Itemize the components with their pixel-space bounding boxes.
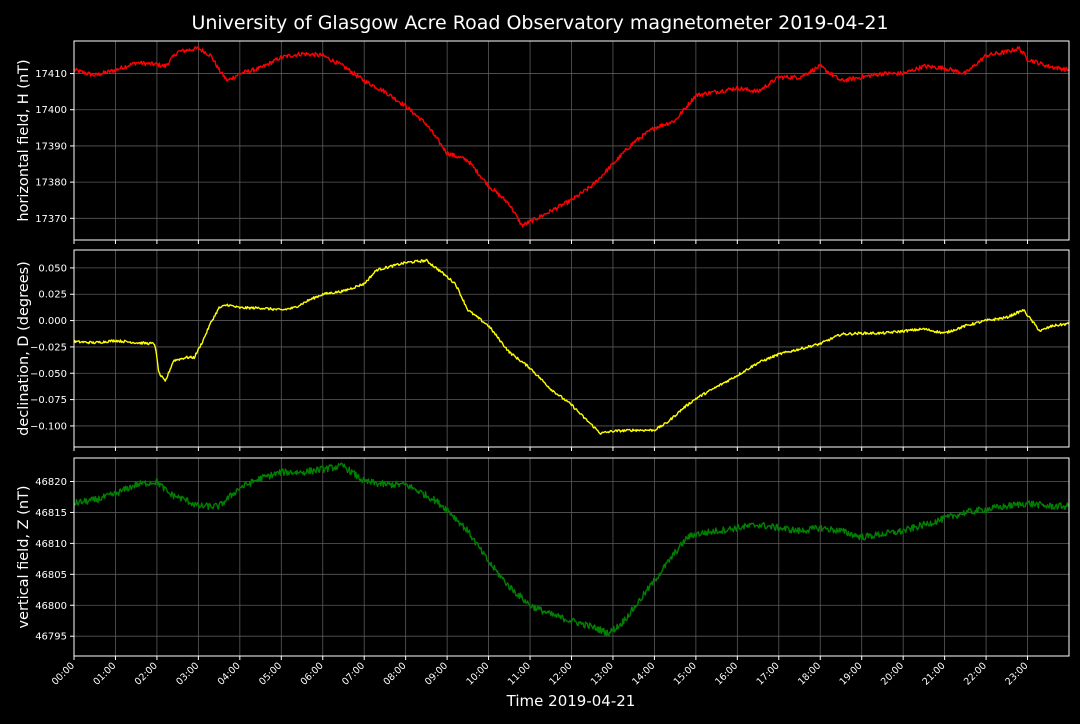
figure-title: University of Glasgow Acre Road Observat…: [191, 12, 888, 34]
series-line-d: [74, 258, 1069, 435]
y-axis-label-h: horizontal field, H (nT): [16, 59, 32, 221]
y-tick-label: 46820: [35, 477, 67, 488]
y-tick-label: 46800: [35, 601, 67, 612]
plot-frame: [73, 457, 1070, 657]
y-tick-label: 0.000: [38, 316, 67, 327]
y-tick-label: 17410: [35, 69, 67, 80]
y-tick-label: 46805: [35, 570, 67, 581]
y-tick-label: 17390: [35, 141, 67, 152]
y-tick-label: 46795: [35, 632, 67, 643]
plot-frame: [73, 249, 1070, 448]
y-tick-label: 0.050: [38, 263, 67, 274]
y-tick-label: −0.100: [30, 421, 67, 432]
y-tick-label: 17400: [35, 105, 67, 116]
series-line-z: [74, 462, 1069, 637]
y-tick-label: 17380: [35, 178, 67, 189]
y-tick-label: 17370: [35, 214, 67, 225]
series-line-h: [74, 46, 1069, 228]
plot-frame: [73, 40, 1070, 241]
y-tick-label: 0.025: [38, 290, 67, 301]
y-axis-label-z: vertical field, Z (nT): [16, 485, 32, 628]
y-tick-label: −0.075: [30, 395, 67, 406]
y-tick-label: 46815: [35, 508, 67, 519]
y-tick-label: 46810: [35, 539, 67, 550]
y-tick-label: −0.050: [30, 369, 67, 380]
panel-d: −0.100 −0.075 −0.050 −0.025 0.000 0.025 0.050 d…: [16, 249, 1070, 451]
y-tick-label: −0.025: [30, 342, 67, 353]
x-axis-label: Time 2019-04-21: [506, 692, 636, 710]
y-axis-label-d: declination, D (degrees): [16, 261, 32, 436]
